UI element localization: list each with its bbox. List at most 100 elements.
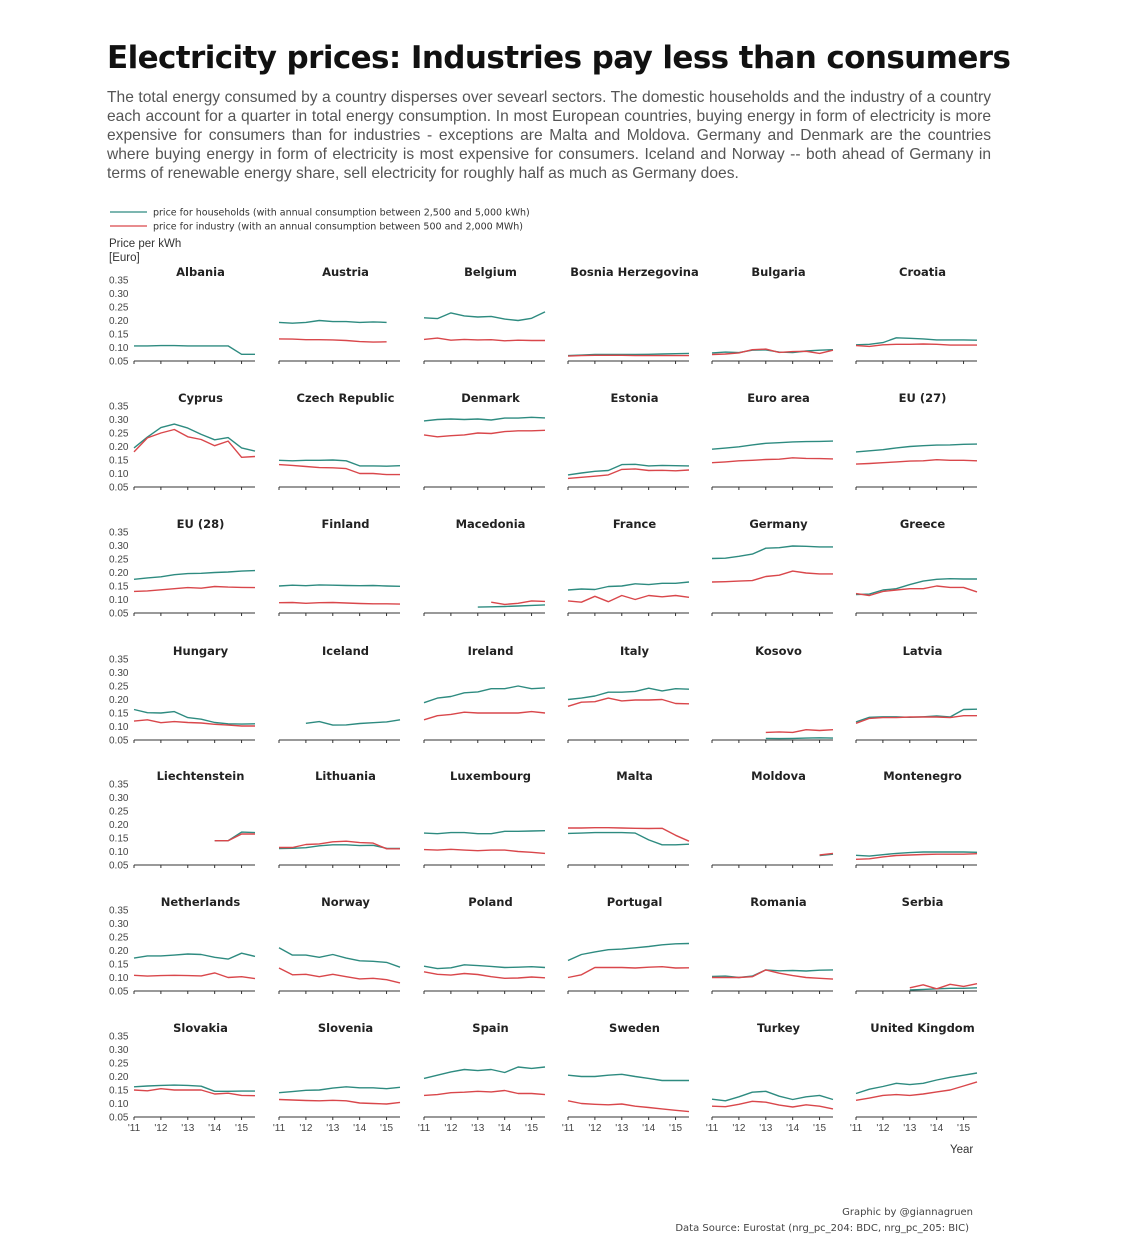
series-line-households [855,337,978,346]
legend-label-households: price for households (with annual consum… [153,208,530,219]
series-line-industry [855,853,978,860]
panel-title: Belgium [464,265,517,279]
series-line-industry [567,1100,690,1113]
series-line-households [477,604,546,608]
series-line-households [133,569,256,580]
y-axis-label-line1: Price per kWh [109,238,181,250]
panel-title: Finland [321,517,369,531]
x-tick-label: '13 [471,1123,484,1134]
panel-title: Serbia [902,895,944,909]
small-multiples-chart: price for households (with annual consum… [109,208,978,1156]
panel-iceland: Iceland [278,644,401,743]
panel-eu-28: EU (28) 0.35 0.30 0.25 0.20 0.15 0.10 0.05 [109,517,256,620]
panel-czech-republic: Czech Republic [278,391,401,490]
panel-title: Albania [176,265,225,279]
series-line-industry [819,852,834,856]
panel-title: Malta [616,769,652,783]
x-tick-label: '15 [380,1123,393,1134]
series-line-industry [214,833,255,842]
x-tick-label: '12 [444,1123,457,1134]
y-tick-label: 0.20 [109,316,129,327]
series-line-households [423,416,546,422]
panel-title: Slovenia [318,1021,373,1035]
panel-croatia: Croatia [855,265,978,364]
y-tick-label: 0.35 [109,655,129,666]
series-line-households [133,952,256,960]
y-tick-label: 0.30 [109,415,129,426]
y-axis-label-line2: [Euro] [109,252,140,264]
x-tick-label: '14 [208,1123,221,1134]
series-line-industry [567,697,690,707]
panel-united-kingdom: United Kingdom '11 '12 '13 '14 '15 [850,1021,978,1134]
panel-title: Romania [750,895,806,909]
panel-albania: Albania 0.35 0.30 0.25 0.20 0.15 0.10 0.05 [109,265,255,368]
x-tick-label: '11 [128,1123,141,1134]
panel-ireland: Ireland [423,644,546,743]
series-line-industry [491,600,546,606]
panel-title: France [613,517,657,531]
series-line-industry [567,966,690,979]
y-tick-label: 0.25 [109,1059,129,1070]
series-line-households [278,319,387,324]
y-tick-label: 0.15 [109,834,129,845]
series-line-industry [278,601,401,605]
series-line-industry [423,848,546,855]
y-tick-label: 0.20 [109,820,129,831]
panel-title: Macedonia [456,517,526,531]
y-tick-label: 0.10 [109,343,129,354]
x-tick-label: '14 [930,1123,943,1134]
series-line-industry [855,585,978,597]
legend-label-industry: price for industry (with an annual consu… [153,222,523,233]
series-line-industry [278,338,387,343]
y-tick-label: 0.15 [109,709,129,720]
panel-title: Bosnia Herzegovina [570,265,699,279]
y-tick-label: 0.30 [109,541,129,552]
y-tick-label: 0.15 [109,330,129,341]
panel-title: Germany [749,517,808,531]
panel-title: Moldova [751,769,806,783]
panel-title: Ireland [468,644,514,658]
x-tick-label: '15 [957,1123,970,1134]
series-line-industry [279,840,400,850]
x-axis-label: Year [950,1144,973,1156]
series-line-households [567,463,690,476]
panel-euro-area: Euro area [711,391,834,490]
panel-liechtenstein: Liechtenstein 0.35 0.30 0.25 0.20 0.15 0.10 0.0… [109,769,256,872]
series-line-industry [133,428,256,458]
panel-norway: Norway [278,895,401,994]
panel-title: Austria [322,265,369,279]
series-line-households [278,947,401,968]
y-tick-label: 0.20 [109,946,129,957]
panel-title: Denmark [461,391,520,405]
panel-belgium: Belgium [423,265,546,364]
x-tick-label: '13 [181,1123,194,1134]
y-tick-label: 0.05 [109,987,129,998]
series-line-households [423,964,546,970]
series-line-industry [133,972,256,980]
y-tick-label: 0.20 [109,442,129,453]
panel-title: EU (27) [899,391,947,405]
series-line-industry [133,1087,256,1097]
panel-title: Iceland [322,644,369,658]
series-line-households [711,1090,834,1102]
series-line-industry [855,1081,978,1101]
panel-eu-27: EU (27) [855,391,978,490]
x-tick-label: '11 [562,1123,575,1134]
panel-italy: Italy [567,644,690,743]
panel-latvia: Latvia [855,644,978,743]
y-tick-label: 0.05 [109,736,129,747]
y-tick-label: 0.25 [109,807,129,818]
panel-bosnia-herzegovina: Bosnia Herzegovina [567,265,699,364]
series-line-households [567,942,690,962]
x-tick-label: '12 [299,1123,312,1134]
x-tick-label: '14 [353,1123,366,1134]
panel-title: Kosovo [755,644,802,658]
series-line-households [567,687,690,701]
y-tick-label: 0.15 [109,960,129,971]
panel-title: Cyprus [178,391,223,405]
series-line-industry [567,594,690,603]
panel-netherlands: Netherlands 0.35 0.30 0.25 0.20 0.15 0.10 0.05 [109,895,256,998]
y-tick-label: 0.10 [109,1099,129,1110]
y-tick-label: 0.25 [109,303,129,314]
data-source: Data Source: Eurostat (nrg_pc_204: BDC, … [675,1223,969,1234]
